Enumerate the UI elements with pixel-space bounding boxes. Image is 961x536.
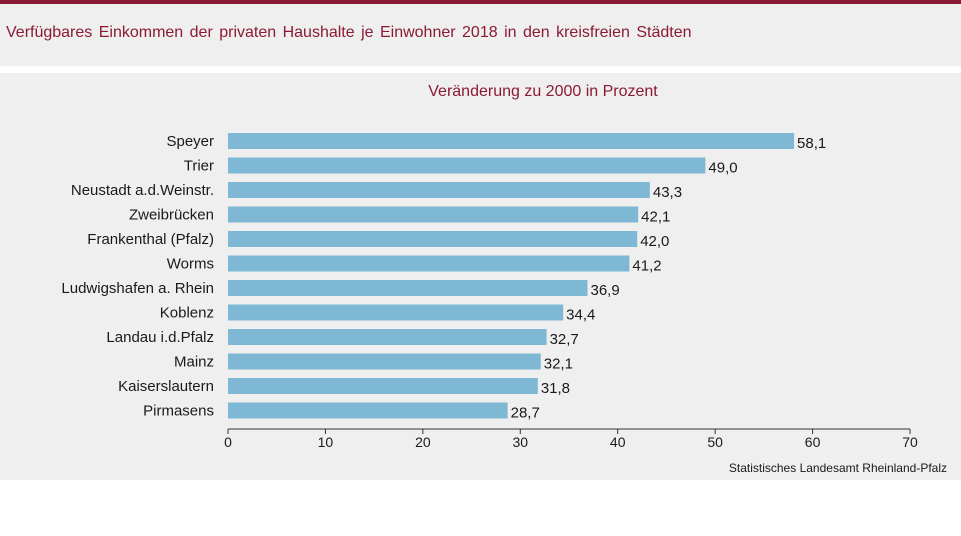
x-axis: 0 10 20 30 40 50 60 70: [224, 428, 918, 450]
data-label: 58,1: [797, 135, 826, 152]
data-label: 42,1: [641, 209, 670, 226]
bar: [228, 231, 638, 247]
x-tick-label: 10: [318, 434, 334, 450]
bar: [228, 133, 795, 149]
category-label: Speyer: [166, 133, 214, 150]
category-label: Worms: [167, 256, 214, 273]
page-title: Verfügbares Einkommen der privaten Haush…: [6, 24, 692, 41]
data-label: 32,7: [550, 331, 579, 348]
category-label: Ludwigshafen a. Rhein: [61, 280, 214, 297]
bar: [228, 157, 706, 174]
category-label: Mainz: [174, 354, 214, 371]
bar: [228, 353, 541, 370]
x-tick-label: 50: [707, 434, 723, 450]
category-label: Trier: [184, 158, 214, 175]
source-note: Statistisches Landesamt Rheinland-Pfalz: [729, 461, 947, 475]
category-label: Zweibrücken: [129, 207, 214, 224]
x-tick-label: 30: [512, 434, 528, 450]
data-label: 42,0: [640, 233, 669, 250]
top-accent-bar: [0, 0, 961, 4]
category-label: Pirmasens: [143, 403, 214, 420]
bar: [228, 329, 547, 345]
category-label: Neustadt a.d.Weinstr.: [71, 182, 214, 199]
data-label: 43,3: [653, 184, 682, 201]
bar: [228, 402, 508, 419]
bar: [228, 378, 538, 394]
x-tick-label: 60: [805, 434, 821, 450]
data-label: 32,1: [544, 356, 573, 373]
bar: [228, 206, 639, 223]
data-label: 36,9: [591, 282, 620, 299]
data-label: 49,0: [708, 160, 737, 177]
bar: [228, 182, 650, 198]
category-label: Frankenthal (Pfalz): [87, 231, 214, 248]
data-label: 41,2: [632, 258, 661, 275]
x-tick-label: 0: [224, 434, 232, 450]
bar: [228, 280, 588, 296]
data-label: 34,4: [566, 307, 595, 324]
header: Verfügbares Einkommen der privaten Haush…: [0, 4, 961, 66]
x-tick-label: 40: [610, 434, 626, 450]
data-label: 31,8: [541, 380, 570, 397]
x-tick-label: 20: [415, 434, 431, 450]
bar-chart: Veränderung zu 2000 in Prozent Speyer 58,…: [61, 83, 947, 475]
data-label: 28,7: [511, 405, 540, 422]
category-label: Koblenz: [160, 305, 214, 322]
chart-panel: Veränderung zu 2000 in Prozent Speyer 58,…: [0, 73, 961, 480]
bar: [228, 255, 630, 272]
category-label: Landau i.d.Pfalz: [106, 329, 214, 346]
bars-layer: Speyer 58,1 Trier 49,0 Neustadt a.d.Weinstr.…: [61, 133, 826, 422]
bar: [228, 304, 564, 321]
chart-subtitle: Veränderung zu 2000 in Prozent: [428, 83, 658, 100]
category-label: Kaiserslautern: [118, 378, 214, 395]
x-tick-label: 70: [902, 434, 918, 450]
